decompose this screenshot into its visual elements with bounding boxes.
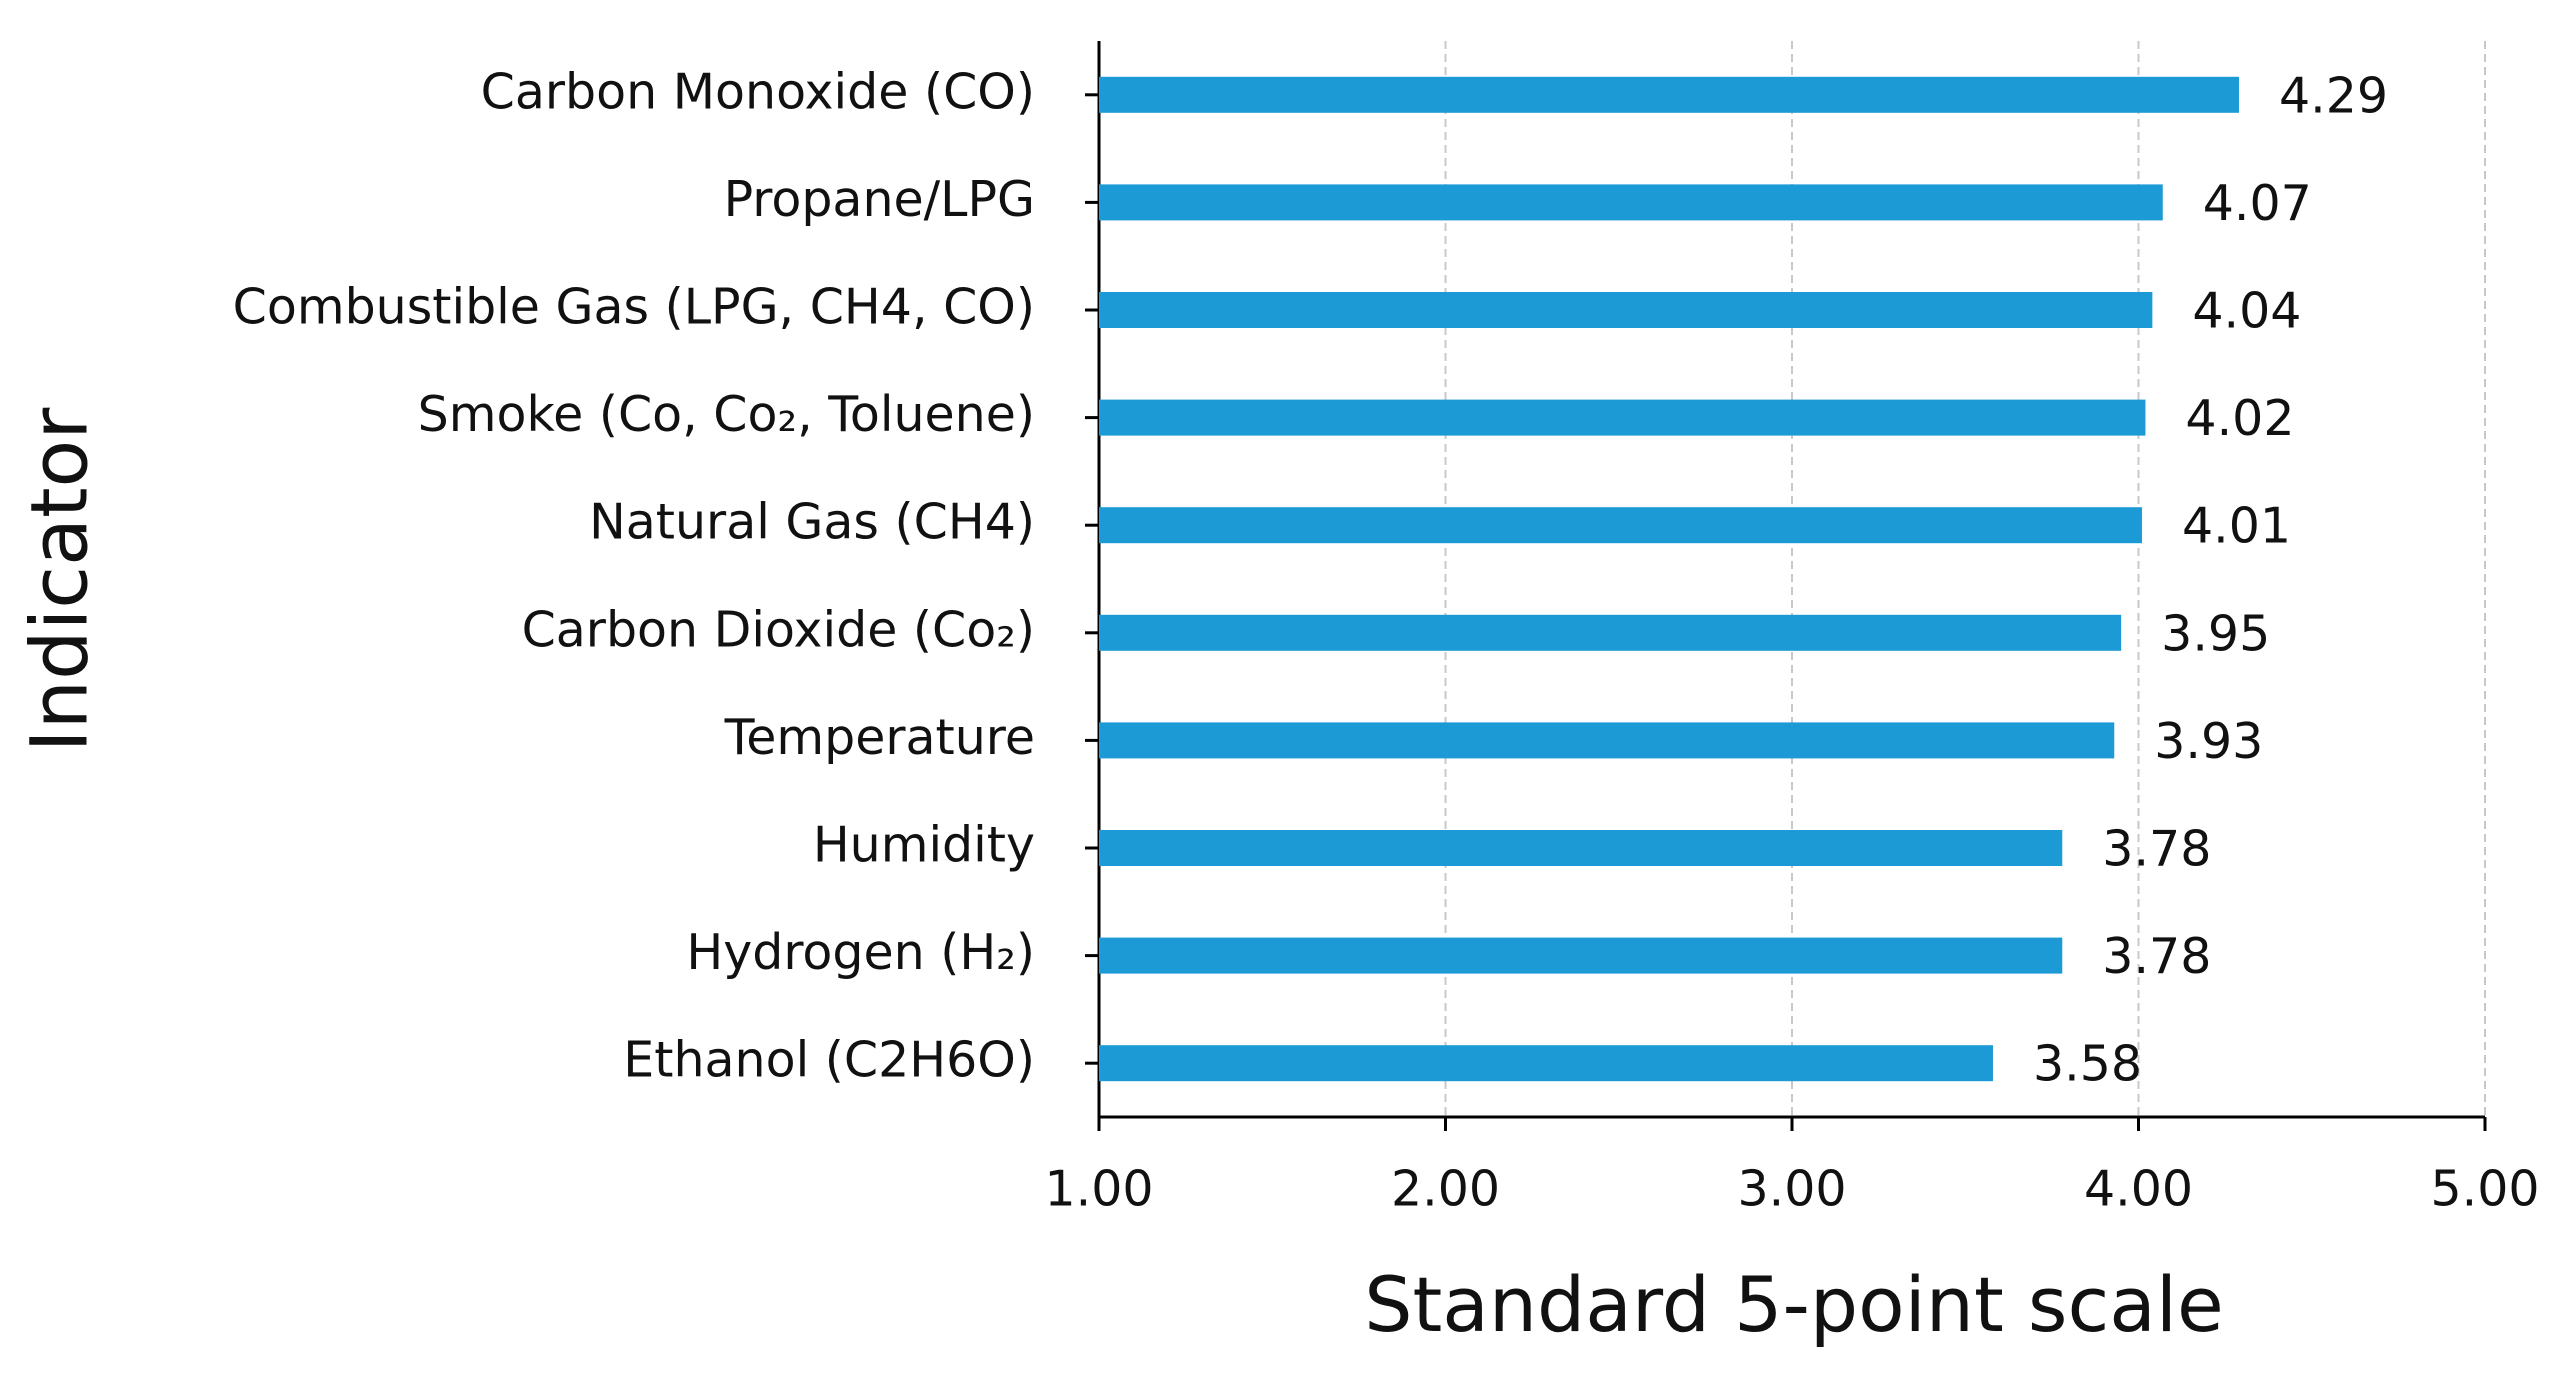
x-tick-label: 3.00 — [1737, 1161, 1846, 1218]
y-tick-label: Ethanol (C2H6O) — [623, 1032, 1035, 1089]
y-axis-title: Indicator — [15, 407, 105, 753]
data-label: 4.02 — [2185, 390, 2294, 447]
y-tick-label: Smoke (Co, Co₂, Toluene) — [418, 386, 1035, 443]
bar — [1099, 399, 2146, 436]
y-tick-label: Natural Gas (CH4) — [589, 494, 1035, 551]
data-label: 3.78 — [2102, 821, 2211, 878]
x-tick-label: 2.00 — [1391, 1161, 1500, 1218]
y-tick-label: Hydrogen (H₂) — [686, 924, 1035, 981]
data-label: 4.04 — [2192, 283, 2301, 340]
x-tick-label: 5.00 — [2430, 1161, 2539, 1218]
y-tick-label: Propane/LPG — [724, 171, 1035, 228]
data-label: 4.29 — [2279, 67, 2388, 124]
data-label: 4.01 — [2182, 498, 2291, 555]
bar — [1099, 937, 2063, 974]
bar — [1099, 184, 2163, 221]
y-tick-label: Combustible Gas (LPG, CH4, CO) — [233, 279, 1035, 336]
y-tick-label: Temperature — [724, 709, 1035, 766]
x-axis-title: Standard 5-point scale — [1364, 1260, 2224, 1349]
bar — [1099, 830, 2063, 866]
x-tick-label: 4.00 — [2084, 1161, 2193, 1218]
bar — [1099, 614, 2122, 651]
data-label: 4.07 — [2203, 175, 2312, 232]
y-tick-label: Carbon Dioxide (Co₂) — [522, 601, 1035, 658]
y-tick-label: Humidity — [813, 817, 1035, 874]
bar — [1099, 1045, 1993, 1082]
data-label: 3.95 — [2161, 605, 2270, 662]
bar — [1099, 292, 2153, 328]
x-tick-label: 1.00 — [1044, 1161, 1153, 1218]
bar — [1099, 507, 2142, 544]
data-label: 3.93 — [2154, 713, 2263, 770]
bar — [1099, 722, 2115, 759]
y-tick-label: Carbon Monoxide (CO) — [481, 63, 1035, 120]
data-label: 3.78 — [2102, 928, 2211, 985]
bar — [1099, 76, 2239, 113]
data-label: 3.58 — [2033, 1036, 2142, 1093]
